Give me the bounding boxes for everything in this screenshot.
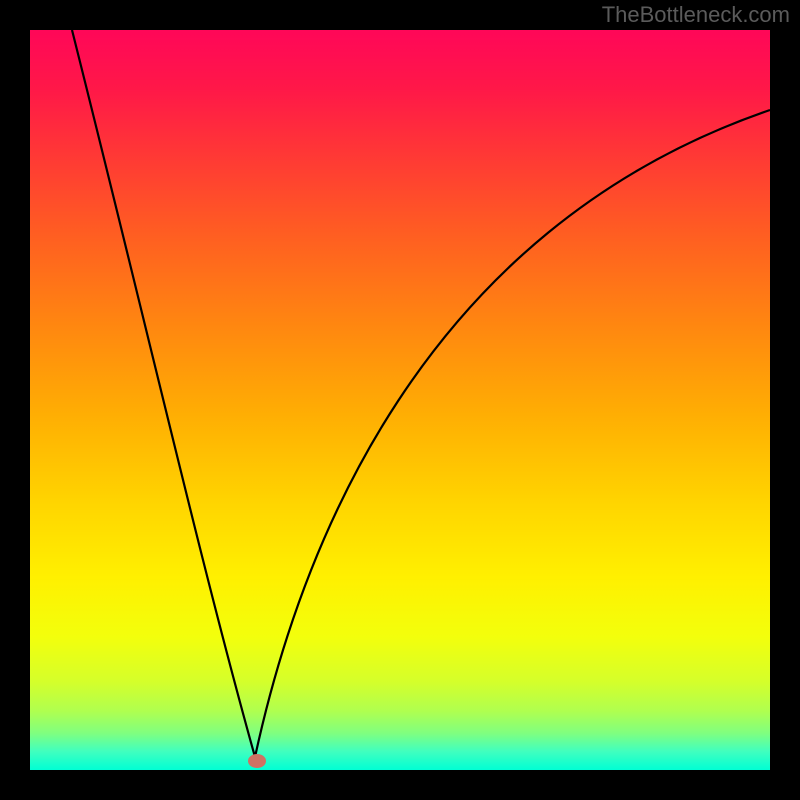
chart-root: TheBottleneck.com [0, 0, 800, 800]
watermark-text: TheBottleneck.com [602, 2, 790, 28]
chart-svg [0, 0, 800, 800]
vertex-marker [248, 754, 266, 768]
